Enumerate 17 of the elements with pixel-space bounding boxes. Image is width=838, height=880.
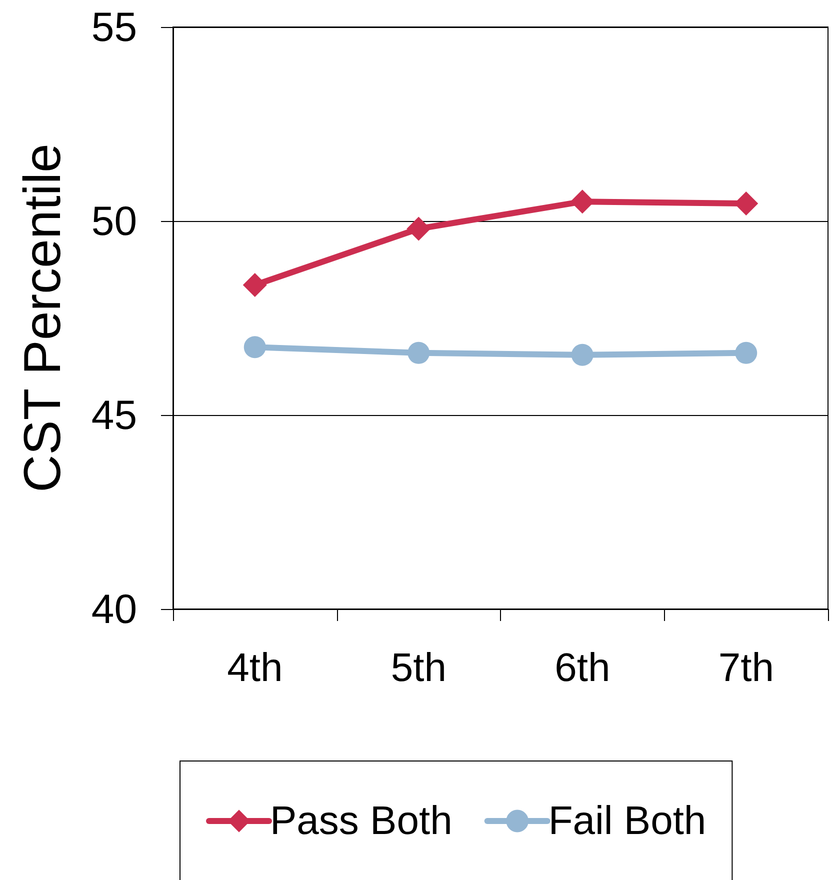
x-tick-label: 5th: [390, 646, 446, 690]
point: [242, 273, 267, 298]
y-tick-label: 45: [91, 392, 137, 438]
point: [571, 344, 594, 366]
x-tick-label: 6th: [554, 646, 610, 690]
y-tick-label: 40: [91, 586, 137, 632]
y-axis-title: CST Percentile: [14, 144, 72, 492]
point: [406, 216, 431, 241]
point: [244, 336, 266, 358]
y-tick-label: 55: [91, 4, 137, 50]
y-tick-label: 50: [91, 198, 137, 244]
legend-label: Fail Both: [548, 799, 706, 843]
x-tick-label: 4th: [227, 646, 283, 690]
point: [408, 342, 430, 364]
x-tick-label: 7th: [718, 646, 774, 690]
point: [735, 342, 758, 364]
legend-label: Pass Both: [270, 799, 452, 843]
